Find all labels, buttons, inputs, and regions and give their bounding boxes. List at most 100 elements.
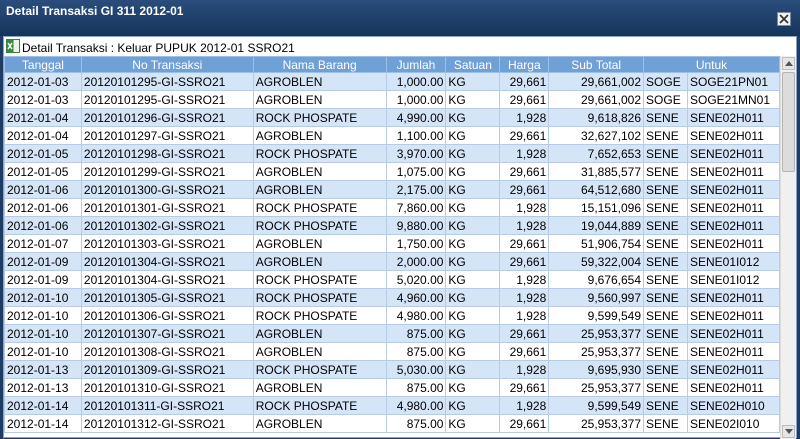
cell-jumlah: 4,980.00 xyxy=(385,396,447,415)
cell-untuk-code: SENE xyxy=(643,252,688,271)
col-header-untuk[interactable]: Untuk xyxy=(643,56,780,73)
excel-export-icon[interactable] xyxy=(6,39,20,53)
cell-harga: 29,661 xyxy=(499,252,550,271)
scroll-down-button[interactable] xyxy=(782,425,795,438)
table-row[interactable]: 2012-01-10 20120101308-GI-SSRO21 AGROBLEN 8… xyxy=(4,342,780,361)
col-header-harga[interactable]: Harga xyxy=(499,56,550,73)
cell-tanggal: 2012-01-10 xyxy=(4,288,82,307)
table-row[interactable]: 2012-01-04 20120101297-GI-SSRO21 AGROBLEN 1… xyxy=(4,126,780,145)
cell-satuan: KG xyxy=(445,342,501,361)
panel-header: Detail Transaksi : Keluar PUPUK 2012-01 … xyxy=(4,37,796,57)
table-row[interactable]: 2012-01-14 20120101312-GI-SSRO21 AGROBLEN 8… xyxy=(4,414,780,433)
table-row[interactable]: 2012-01-03 20120101295-GI-SSRO21 AGROBLEN 1… xyxy=(4,90,780,109)
cell-satuan: KG xyxy=(445,324,501,343)
arrow-down-icon xyxy=(784,429,793,434)
table-row[interactable]: 2012-01-06 20120101301-GI-SSRO21 ROCK PHOS… xyxy=(4,198,780,217)
cell-tanggal: 2012-01-09 xyxy=(4,270,82,289)
cell-untuk-target: SENE02H011 xyxy=(686,306,780,325)
cell-satuan: KG xyxy=(445,288,501,307)
cell-nama-barang: ROCK PHOSPATE xyxy=(252,396,387,415)
col-header-no-transaksi[interactable]: No Transaksi xyxy=(80,56,254,73)
cell-tanggal: 2012-01-03 xyxy=(4,90,82,109)
cell-harga: 1,928 xyxy=(499,396,550,415)
cell-nama-barang: AGROBLEN xyxy=(252,414,387,433)
cell-untuk-code: SENE xyxy=(643,126,688,145)
cell-satuan: KG xyxy=(445,162,501,181)
cell-tanggal: 2012-01-14 xyxy=(4,396,82,415)
table-row[interactable]: 2012-01-10 20120101305-GI-SSRO21 ROCK PHOS… xyxy=(4,288,780,307)
cell-untuk-code: SENE xyxy=(643,396,688,415)
table-row[interactable]: 2012-01-04 20120101296-GI-SSRO21 ROCK PHOS… xyxy=(4,108,780,127)
cell-no-transaksi: 20120101311-GI-SSRO21 xyxy=(80,396,254,415)
cell-untuk-target: SENE02H011 xyxy=(686,234,780,253)
cell-jumlah: 4,980.00 xyxy=(385,306,447,325)
cell-tanggal: 2012-01-14 xyxy=(4,414,82,433)
table-row[interactable]: 2012-01-10 20120101306-GI-SSRO21 ROCK PHOS… xyxy=(4,306,780,325)
table-row[interactable]: 2012-01-06 20120101300-GI-SSRO21 AGROBLEN 2… xyxy=(4,180,780,199)
cell-jumlah: 4,990.00 xyxy=(385,108,447,127)
table-row[interactable]: 2012-01-10 20120101307-GI-SSRO21 AGROBLEN 8… xyxy=(4,324,780,343)
vertical-scrollbar[interactable] xyxy=(780,56,796,439)
cell-no-transaksi: 20120101312-GI-SSRO21 xyxy=(80,414,254,433)
cell-tanggal: 2012-01-06 xyxy=(4,180,82,199)
cell-sub-total: 19,044,889 xyxy=(548,216,645,235)
table-row[interactable]: 2012-01-03 20120101295-GI-SSRO21 AGROBLEN 1… xyxy=(4,72,780,91)
cell-jumlah: 875.00 xyxy=(385,342,447,361)
cell-no-transaksi: 20120101310-GI-SSRO21 xyxy=(80,378,254,397)
cell-sub-total: 64,512,680 xyxy=(548,180,645,199)
cell-untuk-target: SOGE21MN01 xyxy=(686,90,780,109)
cell-untuk-code: SENE xyxy=(643,108,688,127)
cell-sub-total: 9,695,930 xyxy=(548,360,645,379)
cell-nama-barang: ROCK PHOSPATE xyxy=(252,216,387,235)
cell-satuan: KG xyxy=(445,270,501,289)
cell-untuk-code: SENE xyxy=(643,288,688,307)
table-row[interactable]: 2012-01-09 20120101304-GI-SSRO21 AGROBLEN 2… xyxy=(4,252,780,271)
cell-untuk-target: SENE02H010 xyxy=(686,396,780,415)
cell-nama-barang: ROCK PHOSPATE xyxy=(252,198,387,217)
table-row[interactable]: 2012-01-14 20120101311-GI-SSRO21 ROCK PHOS… xyxy=(4,396,780,415)
col-header-jumlah[interactable]: Jumlah xyxy=(385,56,447,73)
cell-jumlah: 5,030.00 xyxy=(385,360,447,379)
col-header-tanggal[interactable]: Tanggal xyxy=(4,56,82,73)
cell-tanggal: 2012-01-06 xyxy=(4,216,82,235)
cell-satuan: KG xyxy=(445,108,501,127)
cell-no-transaksi: 20120101295-GI-SSRO21 xyxy=(80,90,254,109)
cell-tanggal: 2012-01-06 xyxy=(4,198,82,217)
cell-jumlah: 875.00 xyxy=(385,414,447,433)
cell-sub-total: 29,661,002 xyxy=(548,90,645,109)
cell-harga: 29,661 xyxy=(499,342,550,361)
col-header-satuan[interactable]: Satuan xyxy=(445,56,501,73)
cell-untuk-target: SENE02I010 xyxy=(686,414,780,433)
cell-harga: 29,661 xyxy=(499,234,550,253)
col-header-sub-total[interactable]: Sub Total xyxy=(548,56,645,73)
cell-sub-total: 25,953,377 xyxy=(548,414,645,433)
cell-untuk-code: SENE xyxy=(643,306,688,325)
table-row[interactable]: 2012-01-13 20120101309-GI-SSRO21 ROCK PHOS… xyxy=(4,360,780,379)
scroll-up-button[interactable] xyxy=(782,57,795,70)
cell-harga: 1,928 xyxy=(499,198,550,217)
cell-untuk-code: SENE xyxy=(643,342,688,361)
cell-no-transaksi: 20120101295-GI-SSRO21 xyxy=(80,72,254,91)
cell-harga: 29,661 xyxy=(499,90,550,109)
close-icon xyxy=(779,14,789,24)
table-row[interactable]: 2012-01-13 20120101310-GI-SSRO21 AGROBLEN 8… xyxy=(4,378,780,397)
cell-untuk-code: SOGE xyxy=(643,90,688,109)
cell-no-transaksi: 20120101304-GI-SSRO21 xyxy=(80,252,254,271)
table-row[interactable]: 2012-01-06 20120101302-GI-SSRO21 ROCK PHOS… xyxy=(4,216,780,235)
cell-no-transaksi: 20120101307-GI-SSRO21 xyxy=(80,324,254,343)
table-row[interactable]: 2012-01-07 20120101303-GI-SSRO21 AGROBLEN 1… xyxy=(4,234,780,253)
table-row[interactable]: 2012-01-09 20120101304-GI-SSRO21 ROCK PHOS… xyxy=(4,270,780,289)
cell-jumlah: 4,960.00 xyxy=(385,288,447,307)
close-button[interactable] xyxy=(777,12,791,26)
scrollbar-thumb[interactable] xyxy=(782,72,795,172)
table-row[interactable]: 2012-01-05 20120101299-GI-SSRO21 AGROBLEN 1… xyxy=(4,162,780,181)
cell-untuk-code: SENE xyxy=(643,414,688,433)
cell-satuan: KG xyxy=(445,72,501,91)
cell-no-transaksi: 20120101299-GI-SSRO21 xyxy=(80,162,254,181)
cell-jumlah: 3,970.00 xyxy=(385,144,447,163)
col-header-nama-barang[interactable]: Nama Barang xyxy=(252,56,387,73)
cell-jumlah: 2,175.00 xyxy=(385,180,447,199)
cell-no-transaksi: 20120101305-GI-SSRO21 xyxy=(80,288,254,307)
cell-no-transaksi: 20120101296-GI-SSRO21 xyxy=(80,108,254,127)
table-row[interactable]: 2012-01-05 20120101298-GI-SSRO21 ROCK PHOS… xyxy=(4,144,780,163)
